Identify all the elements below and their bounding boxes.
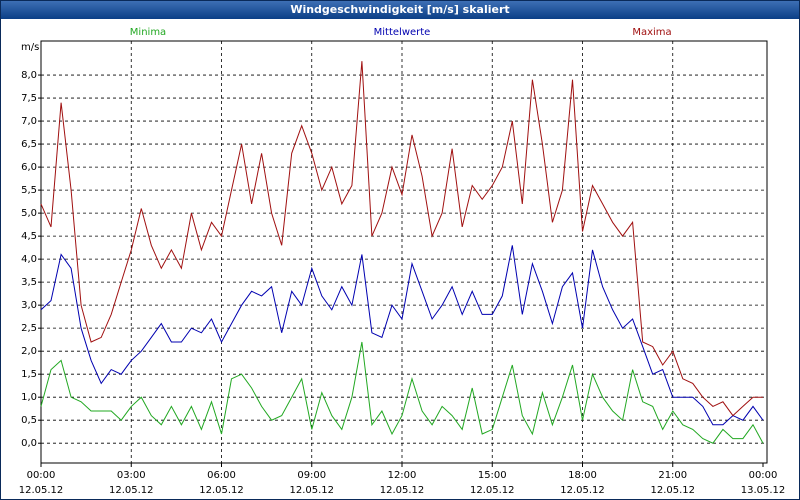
x-tick-label: 12.05.12: [19, 485, 64, 496]
y-tick-label: 6,5: [21, 139, 37, 150]
x-tick-label: 18:00: [568, 470, 597, 481]
y-tick-label: 5,5: [21, 185, 37, 196]
x-tick-label: 12.05.12: [470, 485, 515, 496]
y-tick-label: 7,0: [21, 116, 37, 127]
x-tick-label: 03:00: [117, 470, 146, 481]
x-tick-label: 00:00: [27, 470, 56, 481]
x-tick-label: 12.05.12: [289, 485, 334, 496]
y-tick-label: 8,0: [21, 70, 37, 81]
x-tick-label: 21:00: [658, 470, 687, 481]
y-unit: m/s: [21, 42, 39, 53]
x-tick-label: 00:00: [749, 470, 778, 481]
x-tick-label: 12:00: [388, 470, 417, 481]
y-tick-label: 7,5: [21, 93, 37, 104]
x-tick-label: 06:00: [207, 470, 236, 481]
chart: m/s 0,0 0,5 1,0 1,5 2,0 2,5 3,0 3,5 4,0 4,5 5,0 5,5 6…: [19, 27, 786, 496]
legend-entry: Minima: [130, 27, 166, 38]
y-tick-label: 4,5: [21, 231, 37, 242]
y-tick-label: 0,0: [21, 438, 37, 449]
y-tick-label: 6,0: [21, 162, 37, 173]
series-line: [40, 341, 764, 444]
series-line: [40, 61, 763, 417]
y-tick-label: 2,5: [21, 323, 37, 334]
y-tick-label: 3,5: [21, 277, 37, 288]
legend-entry: Maxima: [632, 27, 671, 38]
x-tick-label: 12.05.12: [380, 485, 425, 496]
y-tick-label: 2,0: [21, 346, 37, 357]
x-tick-label: 12.05.12: [109, 485, 154, 496]
x-tick-label: 15:00: [478, 470, 507, 481]
x-tick-label: 12.05.12: [199, 485, 244, 496]
y-tick-label: 4,0: [21, 254, 37, 265]
y-tick-label: 0,5: [21, 415, 37, 426]
x-tick-label: 12.05.12: [560, 485, 605, 496]
series-line: [40, 245, 764, 426]
legend-entry: Mittelwerte: [374, 27, 431, 38]
x-tick-label: 13.05.12: [741, 485, 786, 496]
title-bar: Windgeschwindigkeit [m/s] skaliert: [1, 1, 799, 19]
y-tick-label: 3,0: [21, 300, 37, 311]
x-tick-label: 09:00: [297, 470, 326, 481]
x-tick-label: 12.05.12: [650, 485, 695, 496]
y-tick-label: 1,5: [21, 369, 37, 380]
y-tick-label: 1,0: [21, 392, 37, 403]
y-tick-label: 5,0: [21, 208, 37, 219]
plot-frame: [40, 40, 768, 464]
